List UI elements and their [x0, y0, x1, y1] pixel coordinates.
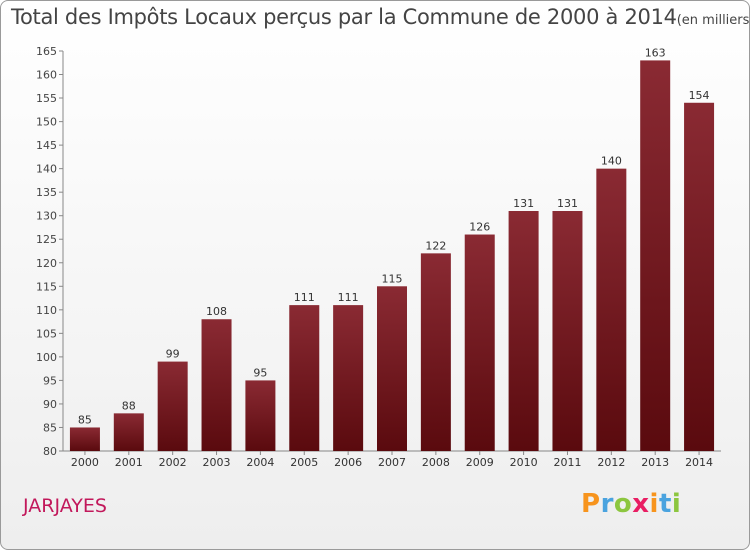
commune-name: JARJAYES	[23, 495, 107, 517]
y-tick-label: 115	[36, 280, 57, 293]
x-tick-label: 2011	[553, 456, 581, 469]
bar-value-label: 154	[689, 89, 710, 102]
logo-letter: x	[632, 489, 650, 519]
x-tick-label: 2012	[597, 456, 625, 469]
logo-letter: o	[613, 489, 633, 519]
x-tick-label: 2001	[115, 456, 143, 469]
logo-letter: t	[658, 489, 672, 519]
x-tick-label: 2013	[641, 456, 669, 469]
y-tick-label: 145	[36, 139, 57, 152]
bar-value-label: 131	[557, 197, 578, 210]
x-tick-label: 2009	[466, 456, 494, 469]
y-tick-label: 150	[36, 116, 57, 129]
bar	[69, 427, 100, 451]
bar-value-label: 95	[253, 366, 267, 379]
x-tick-label: 2000	[71, 456, 99, 469]
x-tick-label: 2002	[159, 456, 187, 469]
bar	[684, 102, 715, 451]
bar-value-label: 111	[338, 291, 359, 304]
bar	[420, 253, 451, 451]
y-tick-label: 155	[36, 92, 57, 105]
y-tick-label: 85	[43, 421, 57, 434]
x-tick-label: 2007	[378, 456, 406, 469]
bar	[245, 380, 276, 451]
y-tick-label: 110	[36, 304, 57, 317]
x-tick-label: 2010	[510, 456, 538, 469]
bar	[157, 361, 188, 451]
bar-value-label: 131	[513, 197, 534, 210]
bar-value-label: 108	[206, 305, 227, 318]
bar-value-label: 140	[601, 155, 622, 168]
bar-value-label: 163	[645, 46, 666, 59]
x-tick-label: 2014	[685, 456, 713, 469]
bar	[508, 211, 539, 451]
bar-value-label: 115	[382, 272, 403, 285]
bar	[377, 286, 407, 451]
y-tick-label: 165	[36, 45, 57, 58]
bar-value-label: 99	[166, 348, 180, 361]
bar	[201, 319, 232, 451]
bar-value-label: 122	[425, 239, 446, 252]
logo-letter: i	[649, 489, 659, 519]
x-tick-label: 2006	[334, 456, 362, 469]
y-tick-label: 105	[36, 327, 57, 340]
y-tick-label: 160	[36, 69, 57, 82]
bar-value-label: 126	[469, 221, 490, 234]
y-tick-label: 90	[43, 398, 57, 411]
y-tick-label: 100	[36, 351, 57, 364]
bar	[333, 305, 364, 451]
bar	[596, 168, 627, 451]
chart-unit: (en milliers d'€)	[676, 13, 750, 28]
x-tick-label: 2008	[422, 456, 450, 469]
y-tick-label: 95	[43, 374, 57, 387]
logo-letter: i	[671, 489, 682, 519]
x-tick-label: 2003	[203, 456, 231, 469]
bar-value-label: 111	[294, 291, 315, 304]
x-tick-label: 2004	[246, 456, 274, 469]
chart-title-text: Total des Impôts Locaux perçus par la Co…	[11, 5, 677, 29]
y-tick-label: 125	[36, 233, 57, 246]
bar	[113, 413, 144, 451]
bar	[640, 60, 671, 451]
y-tick-label: 130	[36, 210, 57, 223]
bar-value-label: 85	[78, 413, 92, 426]
y-tick-label: 140	[36, 163, 57, 176]
x-tick-label: 2005	[290, 456, 318, 469]
logo-letter: P	[581, 489, 601, 519]
bar	[289, 305, 320, 451]
bar	[552, 211, 583, 451]
y-tick-label: 135	[36, 186, 57, 199]
y-tick-label: 80	[43, 445, 57, 458]
y-tick-label: 120	[36, 257, 57, 270]
proxiti-logo: Proxiti	[581, 489, 681, 519]
bar	[464, 234, 495, 451]
chart-title: Total des Impôts Locaux perçus par la Co…	[11, 5, 750, 29]
logo-letter: r	[600, 489, 614, 519]
bar-value-label: 88	[122, 399, 136, 412]
